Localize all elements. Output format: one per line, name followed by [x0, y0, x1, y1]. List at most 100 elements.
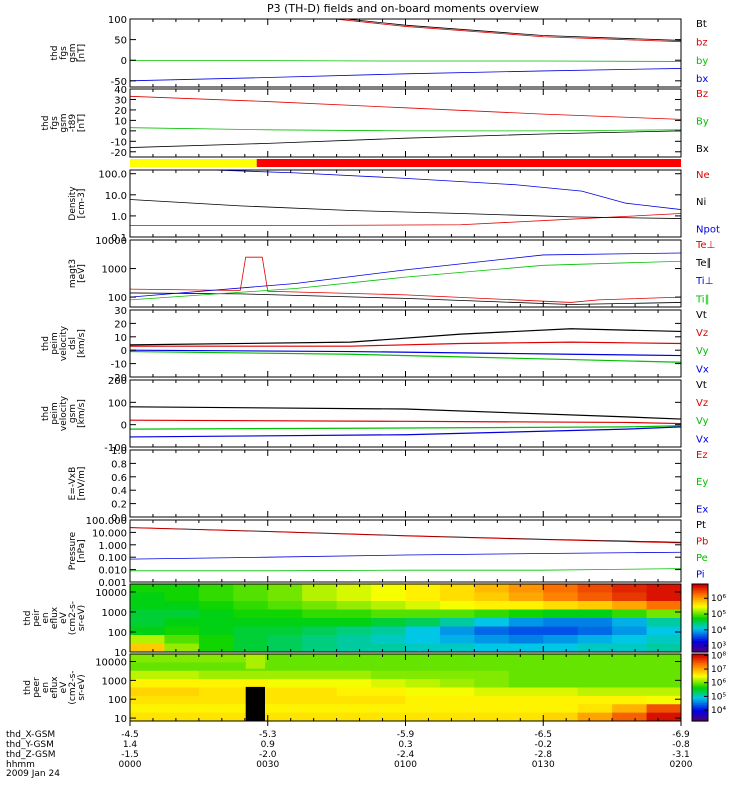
spectrogram-cell [646, 584, 681, 594]
y-axis-label: thd [41, 336, 51, 351]
spectrogram-cell [439, 584, 475, 594]
colorbar-swatch [692, 674, 708, 677]
y-tick-label: 40 [114, 85, 127, 96]
legend-entry: Bt [696, 19, 707, 30]
spectrogram-cell [439, 704, 475, 714]
colorbar-swatch [692, 595, 708, 599]
series-line-Vz [130, 419, 681, 425]
colorbar-swatch [692, 699, 708, 702]
spectrogram-cell [371, 662, 407, 672]
y-tick-label: 0.2 [111, 500, 127, 511]
legend-entry: Vt [696, 380, 707, 391]
y-axis-label: [cm-3] [77, 189, 87, 219]
spectrogram-cell [474, 609, 510, 619]
y-axis-label: -t89 [68, 114, 78, 133]
spectrogram-cell [405, 704, 441, 714]
figure-title: P3 (TH-D) fields and on-board moments ov… [267, 2, 539, 15]
legend-entry: bx [696, 74, 708, 85]
y-axis-label: sr-eV) [77, 674, 87, 700]
spectrogram-cell [405, 670, 441, 680]
spectrogram-cell [474, 584, 510, 594]
spectrogram-cell [405, 712, 441, 721]
colorbar-swatch [692, 601, 708, 604]
series-line-Vx [130, 426, 681, 438]
y-axis-label: gsm [68, 43, 78, 62]
y-axis-label: eV [59, 611, 69, 624]
spectrogram-cell [543, 712, 579, 721]
colorbar-swatch [692, 633, 708, 636]
legend-entry: Vy [696, 416, 709, 427]
y-axis-label: peim [50, 402, 60, 425]
spectrogram-cell [371, 626, 407, 636]
spectrogram-cell [336, 584, 372, 594]
spectrogram-cell [577, 679, 613, 689]
spectrogram-cell [198, 654, 234, 663]
spectrogram-cell [508, 654, 544, 663]
y-tick-label: 0.4 [111, 486, 127, 497]
spectrogram-cell [233, 670, 269, 680]
series-line-bx [130, 68, 681, 82]
colorbar-tick-label: 10⁵ [711, 692, 726, 702]
series-group-1 [130, 95, 681, 148]
spectrogram-cell [439, 635, 475, 645]
colorbar-swatch [692, 611, 708, 614]
panel-0: Bt bz by bx -50 0 50 100 thd fgs gsm [nT] [50, 15, 708, 88]
colorbar-swatch [692, 704, 708, 707]
spectrogram-cell [612, 712, 648, 721]
spectrogram-cell [543, 618, 579, 628]
spectrogram-cell [646, 662, 681, 672]
y-axis-label: eV [59, 681, 69, 694]
spectrogram-cell [267, 695, 303, 705]
y-tick-label: -20 [111, 373, 127, 384]
spectrogram-cell [646, 592, 681, 602]
spectrogram-cell [439, 654, 475, 663]
colorbar-swatch [692, 657, 708, 660]
panel-frame [129, 169, 682, 238]
legend-entry: Ni [696, 197, 706, 208]
spectrogram-cell [577, 643, 613, 652]
legend-entry: Npot [696, 224, 720, 235]
panel-4: Te⊥ Te∥ Ti⊥ Ti∥ 100 1000 10000 magt3 [eV] [68, 236, 715, 308]
spectrogram-cell [130, 679, 166, 689]
y-tick-label: 20 [114, 319, 127, 330]
colorbar-swatch [692, 629, 708, 633]
colorbar-tick-label: 10³ [711, 642, 726, 652]
colorbar-swatch [692, 619, 708, 622]
spectrogram-cell [612, 679, 648, 689]
colorbar-swatch [692, 700, 708, 704]
spectrogram-cell [164, 584, 200, 594]
spectrogram-cell [198, 643, 234, 652]
y-tick-label: 30 [114, 306, 127, 317]
spectrogram-cell [336, 712, 372, 721]
colorbar-9: 10³ 10⁴ 10⁵ 10⁶ [691, 583, 726, 653]
series-group-6 [130, 406, 681, 438]
spectrogram-cell [198, 601, 234, 611]
legend-entry: by [696, 56, 708, 67]
colorbar-swatch [692, 587, 708, 590]
ephemeris-value: -4.5 [121, 730, 139, 740]
spectrogram-cell [302, 618, 338, 628]
legend-entry: Te∥ [695, 258, 712, 269]
spectrogram-cell [508, 679, 544, 689]
y-tick-label: 10 [114, 333, 127, 344]
y-axis-label: peer [32, 677, 42, 698]
spectrogram-cell [302, 704, 338, 714]
spectrogram-cell [267, 662, 303, 672]
series-line-Ni [130, 199, 681, 219]
y-axis-label: thd [50, 46, 60, 61]
colorbar-swatch [692, 669, 708, 672]
spectrogram-cell [164, 695, 200, 705]
spectrogram-cell [508, 662, 544, 672]
y-tick-label: 1.000 [98, 541, 127, 552]
spectrogram-cell [405, 592, 441, 602]
y-tick-label: 100 [108, 695, 127, 706]
spectrogram-cell [371, 712, 407, 721]
y-tick-label: 0 [121, 56, 127, 67]
spectrogram-cell [612, 618, 648, 628]
y-tick-label: 0.1 [111, 233, 127, 244]
legend-entry: Ti⊥ [695, 276, 713, 287]
spectrogram-cell [233, 618, 269, 628]
colorbar-swatch [692, 695, 708, 699]
